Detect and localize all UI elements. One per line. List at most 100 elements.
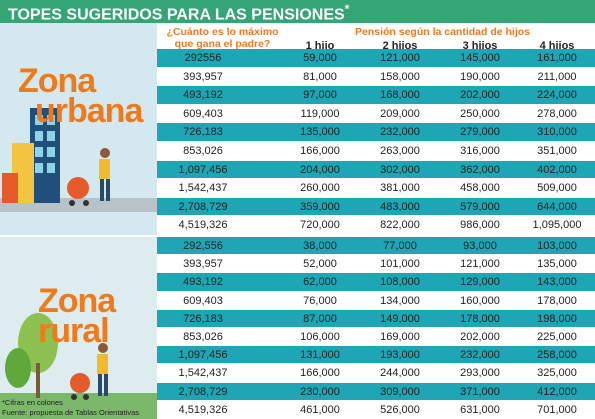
table-cell: 158,000: [380, 70, 420, 83]
note: *Cifras en colones: [2, 398, 63, 407]
table-cell: 1,542,437: [178, 367, 228, 380]
table-cell: 59,000: [303, 52, 337, 64]
table-cell: 52,000: [303, 258, 337, 271]
table-cell: 509,000: [537, 182, 577, 195]
row-band: [157, 197, 595, 216]
row-band: [157, 382, 595, 400]
table-cell: 193,000: [380, 349, 420, 362]
table-cell: 493,192: [183, 276, 223, 289]
income-header: ¿Cuánto es lo máximo que gana el padre?: [166, 26, 279, 50]
table-cell: 631,000: [460, 403, 500, 416]
table-cell: 232,000: [460, 349, 500, 362]
row-band: [157, 86, 595, 104]
table-cell: 609,403: [183, 294, 223, 307]
table-cell: 822,000: [380, 219, 420, 232]
title-bar: TOPES SUGERIDOS PARA LAS PENSIONES*: [0, 0, 595, 23]
zone-name: rural: [38, 312, 110, 350]
table-cell: 279,000: [460, 126, 500, 139]
table-cell: 178,000: [460, 312, 500, 325]
table-cell: 224,000: [537, 89, 577, 102]
table-cell: 362,000: [460, 163, 500, 176]
table-cell: 168,000: [380, 89, 420, 102]
table-cell: 145,000: [460, 52, 500, 64]
table-cell: 160,000: [460, 294, 500, 307]
title-text: TOPES SUGERIDOS PARA LAS PENSIONES: [8, 6, 345, 24]
table-cell: 292,556: [183, 240, 223, 252]
row-band: [157, 346, 595, 364]
zone-name: urbana: [35, 92, 143, 130]
table-cell: 2,708,729: [178, 385, 228, 398]
table-cell: 129,000: [460, 276, 500, 289]
row-band: [157, 309, 595, 327]
table-cell: 1,095,000: [532, 219, 582, 232]
table-cell: 1,097,456: [178, 163, 228, 176]
table-cell: 106,000: [300, 331, 340, 343]
table-cell: 97,000: [303, 89, 337, 102]
table-cell: 143,000: [537, 276, 577, 289]
table-cell: 87,000: [303, 312, 337, 325]
table-cell: 458,000: [460, 182, 500, 195]
table-cell: 119,000: [300, 107, 340, 120]
table-cell: 302,000: [380, 163, 420, 176]
table-cell: 526,000: [380, 403, 420, 416]
table-cell: 258,000: [537, 349, 577, 362]
table-cell: 202,000: [460, 89, 500, 102]
table-cell: 135,000: [537, 258, 577, 271]
table-cell: 720,000: [300, 219, 340, 232]
note: Fuente: propuesta de Tablas Orientativas: [2, 408, 140, 417]
table-cell: 278,000: [537, 107, 577, 120]
table-cell: 204,000: [300, 163, 340, 176]
table-cell: 131,000: [300, 349, 340, 362]
zone-name: Zona: [38, 282, 116, 320]
row-band: [157, 160, 595, 179]
table-cell: 371,000: [460, 385, 500, 398]
row-band: [157, 237, 595, 255]
table-cell: 232,000: [380, 126, 420, 139]
table-cell: 209,000: [380, 107, 420, 120]
table-cell: 726,183: [183, 312, 223, 325]
table-cell: 230,000: [300, 385, 340, 398]
table-cell: 166,000: [300, 367, 340, 380]
table-cell: 202,000: [460, 331, 500, 343]
table-cell: 149,000: [380, 312, 420, 325]
table-cell: 135,000: [300, 126, 340, 139]
zone-name: Zona: [18, 62, 96, 100]
table-cell: 393,957: [183, 258, 223, 271]
table-cell: 1,097,456: [178, 349, 228, 362]
table-cell: 644,000: [537, 200, 577, 213]
title: TOPES SUGERIDOS PARA LAS PENSIONES*: [8, 2, 349, 24]
table-cell: 293,000: [460, 367, 500, 380]
table-cell: 211,000: [537, 70, 577, 83]
table-cell: 77,000: [383, 240, 417, 252]
illustrations: [0, 108, 157, 419]
table-cell: 76,000: [303, 294, 337, 307]
table-cell: 190,000: [460, 70, 500, 83]
table-cell: 38,000: [303, 240, 337, 252]
table-cell: 2,708,729: [178, 200, 228, 213]
table-cell: 244,000: [380, 367, 420, 380]
table-cell: 609,403: [183, 107, 223, 120]
row-band: [157, 273, 595, 291]
table-cell: 225,000: [537, 331, 577, 343]
table-cell: 412,000: [537, 385, 577, 398]
table-cell: 310,000: [537, 126, 577, 139]
table-cell: 101,000: [380, 258, 420, 271]
table-cell: 134,000: [380, 294, 420, 307]
table-cell: 198,000: [537, 312, 577, 325]
table-cell: 351,000: [537, 145, 577, 157]
pension-header: Pensión según la cantidad de hijos: [354, 26, 531, 38]
table-cell: 381,000: [380, 182, 420, 195]
table-cell: 853,026: [183, 331, 223, 343]
table-cell: 250,000: [460, 107, 500, 120]
table-cell: 4,519,326: [178, 219, 228, 232]
table-cell: 292556: [184, 52, 222, 64]
table-cell: 103,000: [537, 240, 577, 252]
table-cell: 309,000: [380, 385, 420, 398]
table-cell: 178,000: [537, 294, 577, 307]
table-cell: 1,542,437: [178, 182, 228, 195]
table-cell: 461,000: [300, 403, 340, 416]
table-cell: 853,026: [183, 145, 223, 157]
table-cell: 81,000: [303, 70, 337, 83]
table-cell: 93,000: [463, 240, 497, 252]
